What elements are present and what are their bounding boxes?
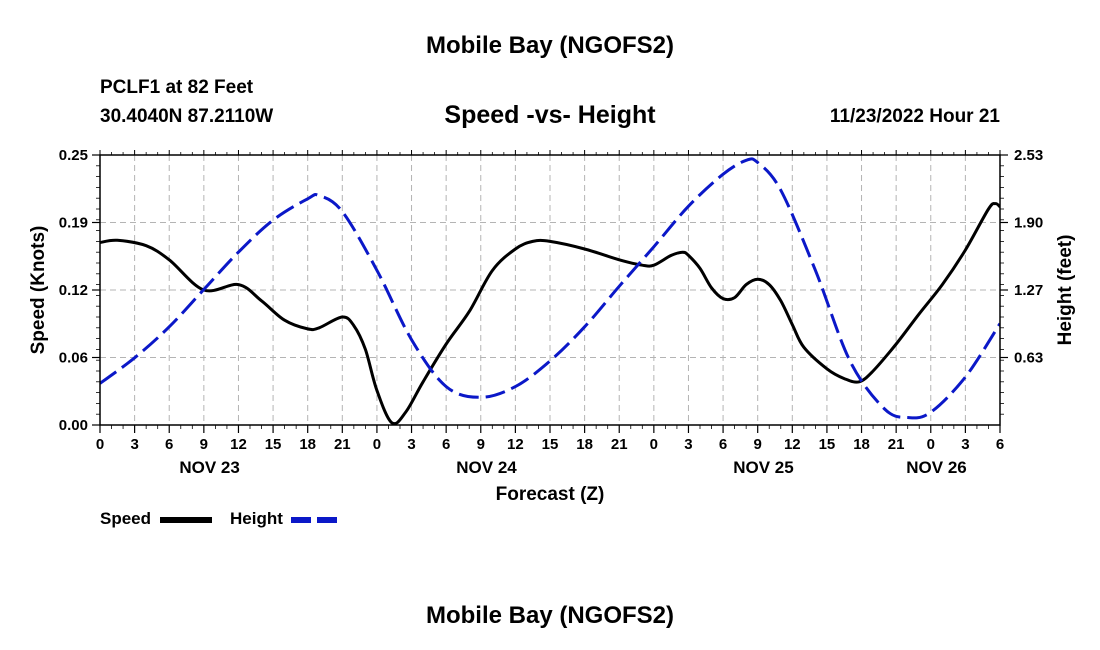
y-tick-label-left: 0.06 <box>59 350 88 367</box>
x-tick-label: 0 <box>373 436 381 453</box>
tick-layer <box>92 150 1008 433</box>
chart-subtitle: Speed -vs- Height <box>444 101 656 129</box>
x-tick-label: 18 <box>853 436 870 453</box>
y-tick-label-left: 0.25 <box>59 147 88 164</box>
legend-speed-label: Speed <box>100 509 152 528</box>
x-tick-label: 9 <box>754 436 762 453</box>
series-line-speed <box>100 201 1000 425</box>
y-tick-label-right: 2.53 <box>1014 147 1043 164</box>
y-tick-label-left: 0.19 <box>59 215 88 232</box>
x-tick-label: 9 <box>477 436 485 453</box>
x-tick-label: 0 <box>927 436 935 453</box>
x-tick-label: 3 <box>684 436 692 453</box>
date-label: NOV 24 <box>456 458 517 477</box>
coordinates-label: 30.4040N 87.2110W <box>100 106 274 127</box>
x-tick-label: 21 <box>334 436 351 453</box>
x-tick-label: 12 <box>230 436 247 453</box>
x-tick-label: 15 <box>265 436 282 453</box>
x-axis-title: Forecast (Z) <box>496 484 605 505</box>
x-tick-label: 12 <box>784 436 801 453</box>
y-tick-label-right: 1.90 <box>1014 215 1043 232</box>
x-tick-label: 6 <box>719 436 727 453</box>
chart-title-bottom: Mobile Bay (NGOFS2) <box>425 602 675 629</box>
x-tick-label: 21 <box>611 436 628 453</box>
x-tick-label: 3 <box>407 436 415 453</box>
x-tick-label: 6 <box>165 436 173 453</box>
y-axis-title-left: Speed (Knots) <box>28 226 49 355</box>
x-tick-label: 0 <box>96 436 104 453</box>
x-tick-label: 3 <box>961 436 969 453</box>
grid-layer <box>100 155 1000 425</box>
x-tick-label: 18 <box>576 436 593 453</box>
date-label: NOV 25 <box>733 458 793 477</box>
x-tick-label: 18 <box>299 436 316 453</box>
date-label: NOV 26 <box>906 458 966 477</box>
y-tick-label-left: 0.12 <box>59 282 88 299</box>
label-layer: 0 3 6 9 12 15 18 21 0 3 6 9 12 15 18 21 0 3 6 9 12 15 18 21 0 3 6 0… <box>28 147 1076 505</box>
y-tick-label-right: 0.63 <box>1014 350 1043 367</box>
x-tick-label: 15 <box>542 436 559 453</box>
x-tick-label: 0 <box>650 436 658 453</box>
station-label: PCLF1 at 82 Feet <box>100 77 254 98</box>
chart-title-top: Mobile Bay (NGOFS2) <box>425 32 675 59</box>
y-tick-label-left: 0.00 <box>59 417 88 434</box>
y-tick-label-right: 1.27 <box>1014 282 1043 299</box>
legend-height-label: Height <box>230 509 283 528</box>
x-tick-label: 9 <box>200 436 208 453</box>
x-tick-label: 6 <box>996 436 1004 453</box>
timestamp-label: 11/23/2022 Hour 21 <box>829 106 1000 127</box>
legend-height-swatch <box>291 517 343 523</box>
x-tick-label: 3 <box>130 436 138 453</box>
legend-speed-swatch <box>160 517 212 523</box>
x-tick-label: 15 <box>819 436 836 453</box>
series-layer <box>100 157 1000 425</box>
x-tick-label: 12 <box>507 436 524 453</box>
date-label: NOV 23 <box>179 458 239 477</box>
x-tick-label: 21 <box>888 436 905 453</box>
y-axis-title-right: Height (feet) <box>1055 235 1076 346</box>
x-tick-label: 6 <box>442 436 450 453</box>
